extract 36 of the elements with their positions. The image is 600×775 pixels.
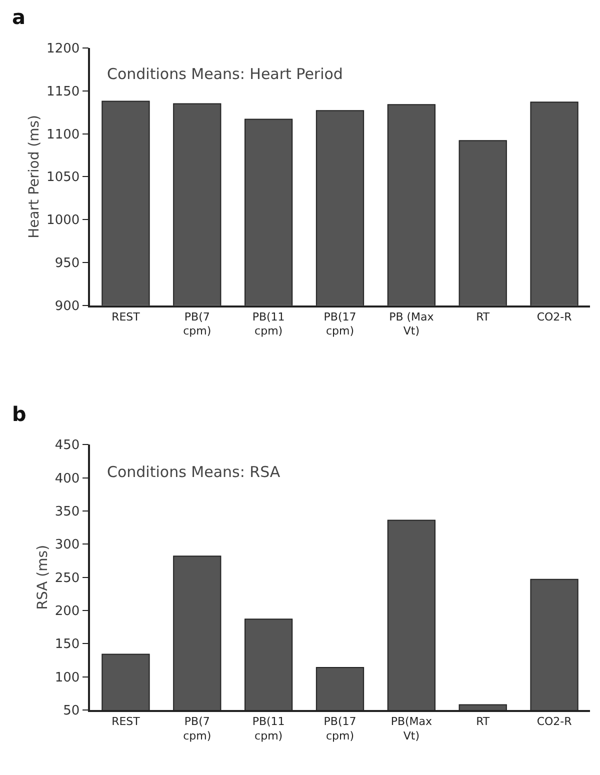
y-tick-label: 300 [54,538,80,553]
y-tick-label: 1150 [46,84,80,100]
y-tick-label: 1050 [46,170,80,186]
text: b [12,402,26,426]
x-tick-label: PB(11 cpm) [252,310,285,338]
x-tick-label: PB(Max Vt) [390,714,433,742]
y-tick-label: 50 [63,704,80,719]
x-tick-label: PB(17 cpm) [324,310,356,338]
x-tick-label: PB (Max Vt) [389,310,434,338]
y-tick-label: 250 [54,570,80,586]
y-axis-title: RSA (ms) [34,544,51,610]
x-tick-label: RT [476,310,490,324]
x-tick-label: PB(11 cpm) [252,714,285,742]
x-tick-label: PB(17 cpm) [324,714,356,742]
x-tick-label: PB(7 cpm) [183,310,212,338]
text: Conditions Means: Heart Period [107,65,343,83]
x-tick-label: REST [112,310,140,324]
y-tick-label: 950 [54,256,80,271]
x-tick-label: REST [112,714,140,728]
x-tick-label: CO2-R [536,714,572,728]
x-tick-label: RT [476,714,490,728]
y-axis-title: Heart Period (ms) [26,114,43,238]
y-tick-label: 100 [54,670,80,686]
y-tick-label: 1100 [46,127,80,142]
y-tick-label: 900 [54,298,80,314]
text: Conditions Means: RSA [107,463,281,481]
x-tick-label: CO2-R [536,310,572,324]
y-tick-label: 450 [54,438,80,454]
y-tick-label: 400 [54,471,80,486]
y-tick-label: 150 [54,637,80,652]
x-tick-label: PB(7 cpm) [183,714,212,742]
y-tick-label: 200 [54,604,80,620]
y-tick-label: 350 [54,504,80,520]
text: a [12,5,26,29]
y-tick-label: 1200 [46,42,80,57]
y-tick-label: 1000 [46,213,80,228]
